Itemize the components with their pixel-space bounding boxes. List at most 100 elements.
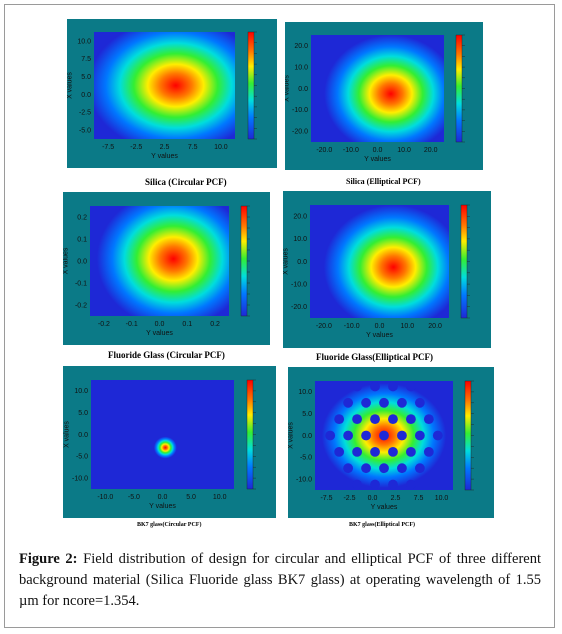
air-hole (352, 414, 362, 425)
y-tick-label: 0.0 (297, 259, 307, 266)
y-tick-label: 10.0 (74, 388, 88, 395)
air-hole (397, 463, 407, 474)
y-tick-label: 0.0 (81, 92, 91, 99)
y-tick-label: 20.0 (294, 43, 308, 50)
air-hole (361, 463, 371, 474)
x-axis-label: Y values (366, 332, 393, 339)
x-tick-label: -2.5 (343, 495, 355, 502)
y-tick-label: 10.0 (77, 38, 91, 45)
x-tick-label: 0.1 (182, 321, 192, 328)
air-hole (343, 397, 354, 408)
air-hole (370, 479, 380, 490)
y-tick-label: 0.0 (298, 86, 308, 93)
field-map (90, 206, 229, 316)
x-tick-label: -5.0 (128, 494, 140, 501)
x-tick-label: 2.5 (160, 144, 170, 151)
air-hole (370, 381, 380, 392)
y-tick-label: 0.2 (77, 214, 87, 221)
air-hole (343, 430, 354, 441)
x-axis-label: Y values (364, 156, 391, 163)
air-hole (352, 479, 362, 490)
air-hole (334, 414, 345, 425)
y-tick-label: 10.0 (294, 64, 308, 71)
x-tick-label: -0.2 (98, 321, 110, 328)
x-tick-label: 10.0 (214, 144, 228, 151)
air-hole (352, 381, 362, 392)
y-tick-label: -0.2 (75, 302, 87, 309)
x-tick-label: -10.0 (97, 494, 113, 501)
x-tick-label: 10.0 (397, 147, 411, 154)
y-tick-label: -2.5 (79, 110, 91, 117)
air-hole (406, 446, 416, 457)
air-hole (406, 414, 416, 425)
field-plot-fluoride-circular: -0.2 -0.1 0.0 0.1 0.2 0.2 0.1 0.0 -0.1 -0.2 Y valu… (63, 192, 270, 345)
x-tick-label: 20.0 (424, 147, 438, 154)
y-tick-label: -20.0 (292, 129, 308, 136)
x-tick-label: -20.0 (316, 323, 332, 330)
x-tick-label: 10.0 (435, 495, 449, 502)
y-tick-label: -0.1 (75, 280, 87, 287)
air-hole (388, 381, 398, 392)
x-axis-label: Y values (149, 503, 176, 510)
y-tick-label: 10.0 (298, 389, 312, 396)
air-hole (370, 414, 380, 425)
y-tick-label: -20.0 (291, 304, 307, 311)
y-tick-label: 0.0 (78, 432, 88, 439)
air-hole (361, 430, 371, 441)
air-hole (325, 430, 336, 441)
x-tick-label: 10.0 (213, 494, 227, 501)
colorbar (455, 34, 463, 143)
x-axis-label: Y values (146, 330, 173, 337)
x-tick-label: -0.1 (126, 321, 138, 328)
air-hole (352, 446, 362, 457)
x-tick-label: 0.2 (210, 321, 220, 328)
y-tick-label: -10.0 (296, 476, 312, 483)
field-map (94, 32, 235, 139)
air-hole (423, 414, 434, 425)
x-tick-label: -10.0 (344, 323, 360, 330)
x-tick-label: 5.0 (186, 494, 196, 501)
y-tick-label: -10.0 (292, 107, 308, 114)
air-hole (414, 430, 425, 441)
figure-caption-text: Field distribution of design for circula… (19, 551, 541, 609)
air-hole (343, 463, 354, 474)
y-tick-label: 5.0 (78, 410, 88, 417)
y-axis-label: X values (64, 421, 71, 448)
y-tick-label: -5.0 (79, 127, 91, 134)
air-hole (388, 414, 398, 425)
y-tick-label: 7.5 (81, 56, 91, 63)
panel-caption-bk7-circular: BK7 glass(Circular PCF) (137, 522, 202, 528)
air-hole (379, 397, 389, 408)
air-hole (370, 446, 380, 457)
field-plot-silica-elliptical: -20.0 -10.0 0.0 10.0 20.0 20.0 10.0 0.0 -10.0 -20… (285, 22, 483, 170)
x-tick-label: 7.5 (414, 495, 424, 502)
x-axis-label: Y values (151, 153, 178, 160)
x-tick-label: 0.0 (375, 323, 385, 330)
y-tick-label: 20.0 (293, 214, 307, 221)
x-tick-label: 0.0 (158, 494, 168, 501)
x-tick-label: -10.0 (343, 147, 359, 154)
x-tick-label: -20.0 (316, 147, 332, 154)
colorbar (246, 379, 254, 490)
x-tick-label: -2.5 (130, 144, 142, 151)
colorbar (247, 31, 255, 140)
y-tick-label: 0.0 (302, 433, 312, 440)
field-map (91, 380, 234, 489)
colorbar (460, 204, 468, 319)
y-axis-label: X values (288, 422, 295, 449)
x-tick-label: 2.5 (391, 495, 401, 502)
air-hole (397, 397, 407, 408)
figure-caption: Figure 2: Field distribution of design f… (19, 549, 541, 612)
x-tick-label: 0.0 (155, 321, 165, 328)
y-tick-label: 5.0 (81, 74, 91, 81)
field-plot-bk7-elliptical: -7.5 -2.5 0.0 2.5 7.5 10.0 10.0 5.0 0.0 -5.0 -10.0… (288, 367, 494, 518)
air-hole (406, 381, 416, 392)
panel-caption-fluoride-elliptical: Fluoride Glass(Elliptical PCF) (316, 352, 433, 362)
y-tick-label: 10.0 (293, 236, 307, 243)
field-plot-bk7-circular: -10.0 -5.0 0.0 5.0 10.0 10.0 5.0 0.0 -5.0 -10.0 Y … (63, 366, 276, 518)
air-hole (379, 463, 389, 474)
panel-caption-bk7-elliptical: BK7 glass(Elliptical PCF) (349, 522, 415, 528)
air-hole (432, 430, 443, 441)
y-tick-label: 0.0 (77, 258, 87, 265)
panel-caption-silica-elliptical: Silica (Elliptical PCF) (346, 177, 421, 186)
